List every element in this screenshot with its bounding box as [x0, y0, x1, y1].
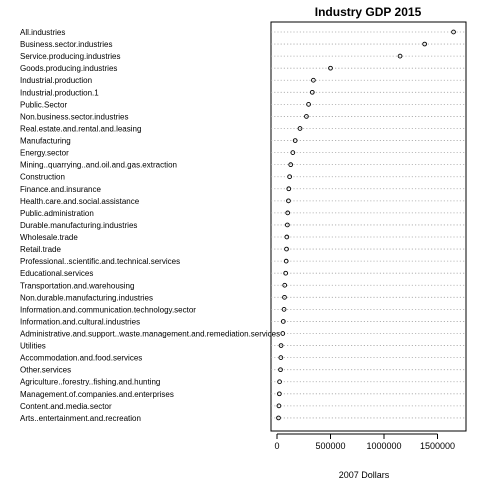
category-label: Accommodation.and.food.services — [20, 354, 142, 363]
data-point — [284, 234, 290, 240]
category-label: Transportation.and.warehousing — [20, 281, 134, 290]
data-point — [280, 331, 286, 336]
category-label: Arts..entertainment.and.recreation — [20, 414, 141, 423]
data-point — [297, 126, 303, 131]
category-label: Real.estate.and.rental.and.leasing — [20, 124, 141, 133]
data-point — [451, 29, 456, 35]
data-point — [276, 415, 281, 421]
data-point — [311, 77, 316, 83]
data-point — [286, 198, 291, 204]
x-axis: 0 500000 1000000 1500000 — [274, 433, 455, 451]
category-label: Goods.producing.industries — [20, 64, 117, 73]
category-label: Business.sector.industries — [20, 40, 113, 49]
data-point — [278, 343, 284, 348]
data-point — [282, 294, 287, 300]
category-label: Information.and.cultural.industries — [20, 317, 140, 326]
data-point — [287, 174, 292, 180]
category-label: Content.and.media.sector — [20, 402, 112, 411]
category-label: All.industries — [20, 28, 65, 37]
category-label: Construction — [20, 173, 65, 182]
category-label: Industrial.production — [20, 76, 92, 85]
data-point — [290, 150, 296, 155]
data-point — [284, 246, 289, 252]
category-label: Professional..scientific.and.technical.s… — [20, 257, 180, 266]
data-point — [292, 138, 298, 143]
data-point — [304, 114, 309, 119]
category-label: Utilities — [20, 342, 46, 351]
category-label: Public.Sector — [20, 100, 67, 109]
data-point — [397, 53, 403, 59]
data-point — [286, 186, 292, 192]
category-label: Administrative.and.support..waste.manage… — [20, 330, 280, 339]
data-point — [277, 379, 282, 385]
category-label: Health.care.and.social.assistance — [20, 197, 140, 206]
data-point — [282, 282, 288, 288]
x-tick-label: 500000 — [315, 441, 345, 451]
data-point — [285, 222, 290, 228]
category-label: Agriculture..forestry..fishing.and.hunti… — [20, 378, 160, 387]
category-label: Non.business.sector.industries — [20, 112, 129, 121]
category-label: Industrial.production.1 — [20, 88, 99, 97]
data-point — [278, 355, 284, 360]
x-tick-label: 1000000 — [366, 441, 401, 451]
data-point — [280, 319, 286, 324]
data-point — [276, 403, 282, 409]
category-label: Public.administration — [20, 209, 94, 218]
category-label: Durable.manufacturing.industries — [20, 221, 137, 230]
category-label: Finance.and.insurance — [20, 185, 101, 194]
category-label: Educational.services — [20, 269, 93, 278]
category-label: Retail.trade — [20, 245, 61, 254]
category-label: Energy.sector — [20, 149, 69, 158]
category-label: Service.producing.industries — [20, 52, 121, 61]
data-point — [278, 367, 283, 373]
category-label: Other.services — [20, 366, 71, 375]
data-point — [277, 391, 282, 397]
chart-title: Industry GDP 2015 — [315, 5, 422, 19]
plot-area-border — [270, 21, 467, 432]
category-label: Information.and.communication.technology… — [20, 305, 196, 314]
x-tick-label: 1500000 — [420, 441, 455, 451]
category-label: Mining..quarrying..and.oil.and.gas.extra… — [20, 161, 177, 170]
data-point — [285, 210, 291, 216]
x-axis-label: 2007 Dollars — [339, 470, 390, 480]
data-points — [276, 29, 456, 421]
data-point — [281, 307, 287, 312]
data-point — [328, 65, 333, 71]
category-label: Wholesale.trade — [20, 233, 78, 242]
data-point — [283, 258, 289, 264]
category-label: Manufacturing — [20, 137, 71, 146]
data-point — [283, 270, 289, 276]
guide-lines — [271, 31, 466, 419]
data-point — [306, 102, 311, 107]
x-tick-label: 0 — [274, 441, 279, 451]
data-point — [288, 162, 294, 168]
data-point — [309, 89, 315, 95]
category-labels: All.industries Business.sector.industries… — [20, 28, 280, 423]
category-label: Management.of.companies.and.enterprises — [20, 390, 174, 399]
data-point — [422, 41, 428, 47]
category-label: Non.durable.manufacturing.industries — [20, 293, 153, 302]
